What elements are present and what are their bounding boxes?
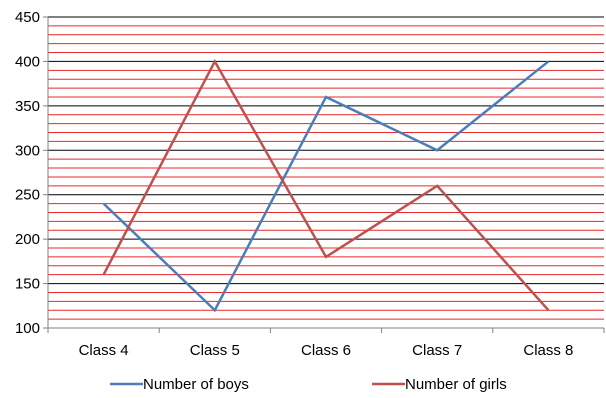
x-tick-label: Class 7 (412, 342, 462, 359)
axes (43, 16, 605, 333)
legend-label-1: Number of boys (143, 376, 249, 393)
x-axis-ticks: Class 4 Class 5 Class 6 Class 7 Class 8 (79, 342, 574, 359)
x-tick-label: Class 5 (190, 342, 240, 359)
gridlines (48, 16, 604, 320)
x-tick-label: Class 8 (523, 342, 573, 359)
y-tick-label: 150 (15, 276, 40, 293)
legend: Number of boys Number of girls (110, 376, 507, 393)
y-axis-ticks: 100 150 200 250 300 350 400 450 (15, 9, 40, 337)
series-line-2 (102, 58, 550, 312)
x-tick-label: Class 6 (301, 342, 351, 359)
y-tick-label: 400 (15, 53, 40, 70)
y-tick-label: 300 (15, 142, 40, 159)
legend-label-2: Number of girls (405, 376, 507, 393)
y-tick-label: 350 (15, 98, 40, 115)
series-lines (102, 58, 550, 313)
y-tick-label: 450 (15, 9, 40, 26)
y-tick-label: 200 (15, 231, 40, 248)
y-tick-label: 100 (15, 320, 40, 337)
series-line-1 (102, 60, 550, 313)
x-tick-label: Class 4 (79, 342, 129, 359)
y-tick-label: 250 (15, 187, 40, 204)
